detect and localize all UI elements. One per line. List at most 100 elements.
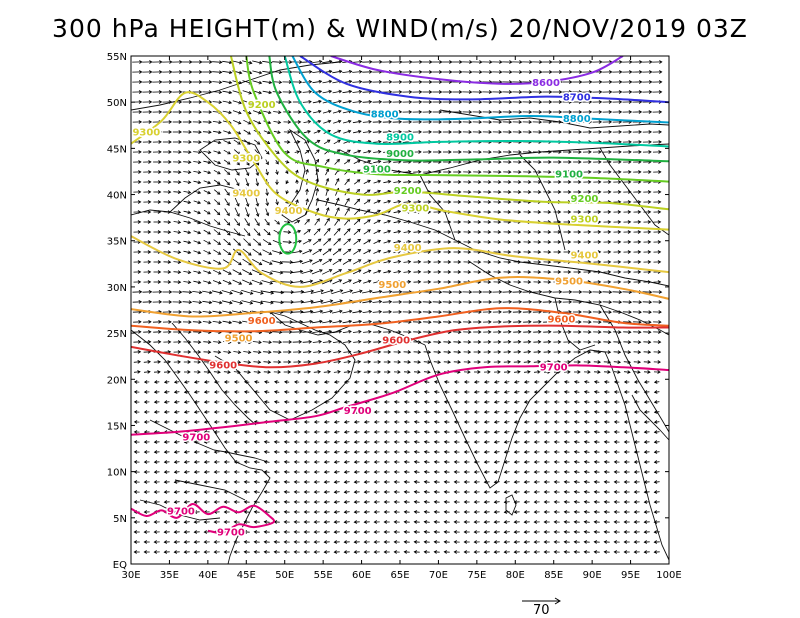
wind-arrow [334, 178, 340, 186]
wind-arrow [613, 210, 622, 214]
wind-arrow [483, 190, 492, 194]
wind-arrow [412, 120, 423, 124]
wind-arrow [132, 130, 142, 134]
wind-arrow [592, 110, 603, 114]
wind-arrow [492, 120, 503, 124]
wind-arrow [603, 170, 612, 174]
wind-arrow [602, 150, 612, 154]
wind-arrow [522, 110, 533, 114]
wind-arrow [652, 110, 663, 114]
wind-arrow [222, 90, 233, 95]
wind-arrow [383, 179, 392, 184]
wind-arrow [623, 230, 632, 234]
wind-arrow [382, 80, 393, 84]
wind-arrow [372, 60, 383, 64]
wind-arrow [563, 270, 572, 274]
wind-arrow [443, 270, 452, 274]
contour-label: 9500 [225, 334, 253, 345]
wind-arrow [433, 210, 442, 214]
wind-arrow [582, 100, 593, 104]
wind-arrow [353, 129, 362, 134]
wind-arrow [542, 60, 553, 64]
wind-arrow [301, 279, 314, 284]
wind-arrow [563, 240, 572, 244]
wind-arrow [254, 218, 260, 227]
wind-arrow [323, 139, 331, 145]
wind-arrow [332, 59, 343, 64]
wind-arrow [533, 230, 542, 234]
wind-arrow [193, 260, 202, 265]
wind-arrow [311, 269, 323, 275]
wind-arrow [192, 70, 203, 74]
wind-arrow [483, 230, 492, 234]
wind-arrow [372, 100, 383, 104]
wind-arrow [264, 140, 271, 145]
wind-arrow [502, 130, 512, 134]
wind-arrow [203, 239, 212, 245]
lon-tick-label: 80E [506, 570, 525, 581]
wind-arrow [343, 228, 351, 236]
wind-arrow [562, 100, 573, 104]
wind-arrow [163, 230, 172, 234]
wind-arrow [325, 177, 330, 186]
wind-arrow [353, 149, 362, 154]
wind-arrow [143, 220, 152, 224]
wind-arrow [234, 178, 240, 187]
wind-arrow [422, 150, 432, 154]
wind-arrow [483, 210, 492, 214]
wind-arrow [522, 90, 533, 94]
wind-arrow [392, 120, 403, 124]
wind-arrow [393, 259, 402, 264]
lon-tick-label: 30E [121, 570, 140, 581]
wind-arrow [203, 190, 211, 195]
wind-arrow [482, 110, 493, 114]
wind-arrow [272, 250, 283, 255]
wind-arrow [632, 70, 643, 74]
wind-arrow [271, 270, 284, 275]
wind-arrow [653, 200, 662, 204]
wind-arrow [402, 100, 413, 104]
wind-arrow [472, 150, 482, 154]
wind-arrow [472, 60, 483, 64]
wind-arrow [393, 219, 402, 224]
wind-arrow [473, 210, 482, 214]
wind-arrow [432, 110, 443, 114]
wind-arrow [242, 279, 253, 285]
wind-arrow [543, 230, 552, 234]
wind-arrow [162, 90, 173, 94]
wind-arrow [152, 110, 163, 114]
wind-arrow [163, 180, 172, 184]
wind-arrow [393, 229, 402, 234]
wind-arrow [392, 110, 403, 114]
wind-arrow [652, 60, 663, 64]
chart-title: 300 hPa HEIGHT(m) & WIND(m/s) 20/NOV/201… [52, 14, 748, 43]
wind-arrow [422, 90, 433, 94]
wind-arrow [342, 69, 353, 74]
wind-arrow [383, 159, 392, 164]
wind-arrow [192, 130, 202, 134]
lon-tick-label: 55E [314, 570, 333, 581]
wind-arrow [334, 158, 340, 165]
wind-arrow [153, 240, 162, 244]
wind-arrow [142, 120, 153, 124]
wind-arrow [352, 89, 363, 94]
wind-arrow [653, 240, 662, 244]
wind-arrow [443, 260, 452, 264]
wind-arrow [273, 110, 282, 115]
wind-arrow [393, 170, 402, 174]
wind-arrow [294, 140, 301, 144]
wind-arrow [243, 119, 252, 125]
wind-arrow [523, 250, 532, 254]
contour-label: 8800 [371, 109, 399, 120]
wind-arrow [593, 220, 602, 224]
wind-arrow [133, 230, 142, 234]
wind-arrow [523, 210, 532, 214]
wind-arrow [402, 120, 413, 124]
wind-arrow [142, 80, 153, 84]
wind-arrow [522, 70, 533, 74]
wind-arrow [422, 70, 433, 74]
wind-arrow [453, 270, 462, 274]
wind-arrow [583, 240, 592, 244]
wind-arrow [272, 70, 283, 75]
